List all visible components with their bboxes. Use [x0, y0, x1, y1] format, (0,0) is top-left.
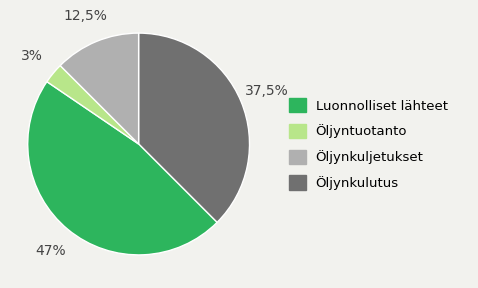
Wedge shape: [47, 66, 139, 144]
Text: 3%: 3%: [21, 49, 43, 63]
Text: 47%: 47%: [35, 244, 65, 258]
Text: 12,5%: 12,5%: [64, 9, 108, 23]
Legend: Luonnolliset lähteet, Öljyntuotanto, Öljynkuljetukset, Öljynkulutus: Luonnolliset lähteet, Öljyntuotanto, Ölj…: [284, 93, 453, 195]
Wedge shape: [139, 33, 250, 222]
Wedge shape: [60, 33, 139, 144]
Text: 37,5%: 37,5%: [245, 84, 289, 98]
Wedge shape: [28, 82, 217, 255]
